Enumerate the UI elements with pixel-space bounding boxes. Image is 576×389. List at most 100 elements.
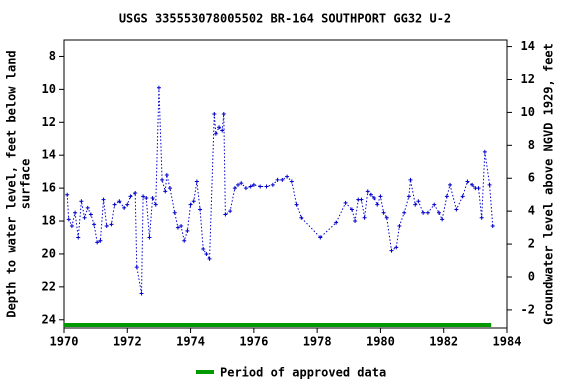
y-tick-label: 12: [42, 115, 56, 129]
legend-label: Period of approved data: [220, 366, 386, 380]
data-point: [375, 202, 380, 207]
data-point: [476, 186, 481, 191]
data-point: [144, 195, 149, 200]
data-point: [125, 202, 130, 207]
data-point: [264, 184, 269, 189]
data-point: [207, 256, 212, 261]
data-point: [239, 181, 244, 186]
data-point: [160, 177, 165, 182]
data-point: [368, 192, 373, 197]
y-axis-label: Depth to water level, feet below land: [5, 50, 19, 317]
data-point: [436, 210, 441, 215]
data-point: [470, 182, 475, 187]
y2-tick-label: 12: [521, 72, 535, 86]
y-tick-label: 16: [42, 181, 56, 195]
data-point: [353, 219, 358, 224]
data-point: [223, 212, 228, 217]
data-point: [141, 194, 146, 199]
y-tick-label: 22: [42, 279, 56, 293]
data-point: [201, 247, 206, 252]
data-point: [85, 205, 90, 210]
data-point: [156, 85, 161, 90]
data-point: [378, 194, 383, 199]
data-point: [117, 199, 122, 204]
data-point: [362, 215, 367, 220]
data-point: [270, 182, 275, 187]
y-tick-label: 10: [42, 82, 56, 96]
data-point: [185, 228, 190, 233]
data-point: [204, 251, 209, 256]
data-point: [133, 191, 138, 196]
data-point: [79, 199, 84, 204]
y2-tick-label: 10: [521, 105, 535, 119]
data-point: [394, 245, 399, 250]
data-point: [334, 220, 339, 225]
data-point: [482, 149, 487, 154]
data-point: [175, 225, 180, 230]
data-point: [289, 179, 294, 184]
data-point: [76, 235, 81, 240]
y2-tick-label: -2: [521, 302, 535, 316]
data-point: [416, 199, 421, 204]
data-point: [444, 194, 449, 199]
data-point: [381, 210, 386, 215]
data-point: [448, 182, 453, 187]
data-point: [299, 215, 304, 220]
x-tick-label: 1974: [176, 335, 205, 349]
data-point: [294, 202, 299, 207]
approved-period: [64, 323, 492, 327]
data-point: [188, 202, 193, 207]
data-point: [168, 186, 173, 191]
data-point: [280, 177, 285, 182]
data-point: [139, 291, 144, 296]
data-point: [440, 217, 445, 222]
data-point: [82, 215, 87, 220]
x-tick-label: 1984: [493, 335, 522, 349]
data-point: [182, 238, 187, 243]
data-point: [109, 222, 114, 227]
data-point: [92, 222, 97, 227]
data-point: [163, 189, 168, 194]
data-line: [66, 87, 494, 294]
data-point: [88, 212, 93, 217]
legend-swatch: [196, 370, 214, 374]
x-tick-label: 1982: [429, 335, 458, 349]
x-tick-label: 1978: [303, 335, 332, 349]
y-tick-label: 8: [49, 49, 56, 63]
data-point: [191, 199, 196, 204]
data-point: [66, 217, 71, 222]
data-point: [432, 202, 437, 207]
y-tick-label: 14: [42, 148, 56, 162]
y2-tick-label: 8: [528, 138, 535, 152]
data-point: [134, 265, 139, 270]
data-point: [243, 186, 248, 191]
data-point: [397, 223, 402, 228]
x-tick-label: 1976: [239, 335, 268, 349]
y2-tick-label: 14: [521, 39, 535, 53]
data-point: [490, 223, 495, 228]
data-point: [147, 235, 152, 240]
x-tick-label: 1972: [113, 335, 142, 349]
data-point: [232, 186, 237, 191]
data-point: [153, 202, 158, 207]
data-point: [251, 182, 256, 187]
data-point: [479, 215, 484, 220]
x-tick-label: 1970: [50, 335, 79, 349]
data-point: [258, 184, 263, 189]
plot-frame: [63, 39, 508, 329]
data-point: [389, 248, 394, 253]
data-point: [112, 202, 117, 207]
data-point: [365, 189, 370, 194]
y2-axis-label: Groundwater level above NGVD 1929, feet: [542, 43, 556, 325]
data-point: [73, 210, 78, 215]
data-point: [384, 215, 389, 220]
data-point: [101, 197, 106, 202]
data-point: [212, 112, 217, 117]
y-tick-label: 24: [42, 312, 56, 326]
data-point: [220, 128, 225, 133]
data-point: [359, 197, 364, 202]
data-point: [217, 125, 222, 130]
data-point: [179, 223, 184, 228]
y-tick-label: 20: [42, 246, 56, 260]
